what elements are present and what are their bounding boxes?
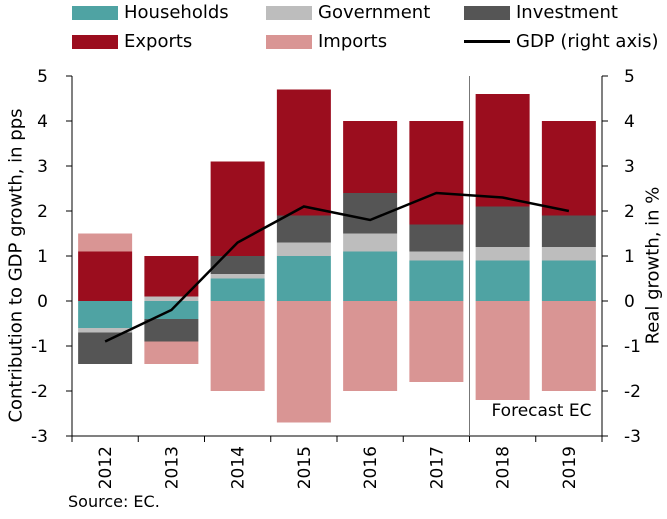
x-tick-label-2017: 2017	[427, 446, 447, 489]
bar-investment-2014	[210, 256, 265, 274]
x-tick-label-2016: 2016	[361, 446, 381, 489]
bar-imports-2018	[475, 301, 530, 400]
bar-imports-2013	[144, 341, 199, 364]
bar-imports-2017	[409, 301, 464, 382]
bar-government-2014	[210, 274, 265, 279]
gdp-line	[104, 191, 570, 343]
legend-item-government: Government	[266, 2, 430, 23]
bar-households-2016	[343, 251, 398, 301]
legend-label: Households	[124, 2, 229, 23]
forecast-label: Forecast EC	[492, 401, 592, 421]
y-tick-label-left: 3	[37, 157, 48, 177]
bar-exports-2016	[343, 121, 398, 193]
y-tick-label-right: 3	[624, 157, 635, 177]
bar-exports-2019	[541, 121, 596, 216]
y-tick-label-right: 4	[624, 112, 635, 132]
bar-investment-2017	[409, 224, 464, 252]
bar-government-2012	[78, 328, 133, 333]
y-tick-label-left: 0	[37, 292, 48, 312]
bar-households-2012	[78, 301, 133, 328]
legend-item-exports: Exports	[72, 31, 192, 52]
x-tick-label-2014: 2014	[229, 446, 249, 489]
bar-government-2016	[343, 233, 398, 252]
bar-exports-2012	[78, 251, 133, 301]
bar-households-2017	[409, 260, 464, 301]
bar-government-2019	[541, 247, 596, 261]
y-tick-label-right: -3	[624, 427, 641, 447]
bar-imports-2012	[78, 233, 133, 252]
y-tick-label-left: -1	[31, 337, 48, 357]
legend-item-gdp-right-axis: GDP (right axis)	[464, 31, 659, 52]
bar-households-2018	[475, 260, 530, 301]
bar-exports-2017	[409, 121, 464, 225]
y-tick-label-left: 1	[37, 247, 48, 267]
legend-swatch	[72, 5, 118, 20]
y-tick-label-right: 2	[624, 202, 635, 222]
bar-government-2017	[409, 251, 464, 261]
y-tick-label-right: -1	[624, 337, 641, 357]
bar-government-2015	[276, 242, 331, 256]
legend-swatch	[266, 34, 312, 49]
bar-government-2013	[144, 296, 199, 301]
legend-label: GDP (right axis)	[516, 31, 659, 52]
legend-item-households: Households	[72, 2, 229, 23]
bar-households-2014	[210, 278, 265, 301]
bar-households-2015	[276, 256, 331, 301]
bar-government-2018	[475, 247, 530, 261]
legend-swatch	[72, 34, 118, 49]
y-tick-label-left: -2	[31, 382, 48, 402]
y-tick-label-left: 5	[37, 67, 48, 87]
bar-investment-2019	[541, 215, 596, 247]
y-tick-label-right: -2	[624, 382, 641, 402]
legend-label: Exports	[124, 31, 193, 52]
legend-swatch	[464, 40, 510, 43]
legend-item-imports: Imports	[266, 31, 387, 52]
y-axis-title-right: Real growth, in %	[642, 186, 664, 345]
y-axis-title-left: Contribution to GDP growth, in pps	[5, 108, 27, 423]
bar-households-2019	[541, 260, 596, 301]
bar-investment-2015	[276, 215, 331, 243]
bar-imports-2016	[343, 301, 398, 391]
y-tick-label-left: 4	[37, 112, 48, 132]
bar-investment-2018	[475, 206, 530, 247]
x-tick-label-2013: 2013	[162, 446, 182, 489]
y-tick-label-right: 5	[624, 67, 635, 87]
bar-imports-2014	[210, 301, 265, 391]
legend-swatch	[266, 5, 312, 20]
bar-exports-2018	[475, 94, 530, 207]
legend-item-investment: Investment	[464, 2, 618, 23]
bar-imports-2019	[541, 301, 596, 391]
y-tick-label-left: -3	[31, 427, 48, 447]
legend-label: Imports	[318, 31, 388, 52]
bar-exports-2013	[144, 256, 199, 297]
legend-label: Investment	[516, 2, 618, 23]
y-tick-label-right: 1	[624, 247, 635, 267]
x-tick-label-2012: 2012	[96, 446, 116, 489]
y-tick-label-right: 0	[624, 292, 635, 312]
bar-imports-2015	[276, 301, 331, 423]
legend-swatch	[464, 5, 510, 20]
y-tick-label-left: 2	[37, 202, 48, 222]
x-tick-label-2015: 2015	[295, 446, 315, 489]
source-note: Source: EC.	[68, 492, 160, 511]
bar-investment-2013	[144, 319, 199, 342]
x-tick-label-2018: 2018	[494, 446, 514, 489]
legend-label: Government	[318, 2, 431, 23]
bar-exports-2015	[276, 89, 331, 216]
bar-exports-2014	[210, 161, 265, 256]
x-tick-label-2019: 2019	[560, 446, 580, 489]
bar-investment-2012	[78, 332, 133, 364]
